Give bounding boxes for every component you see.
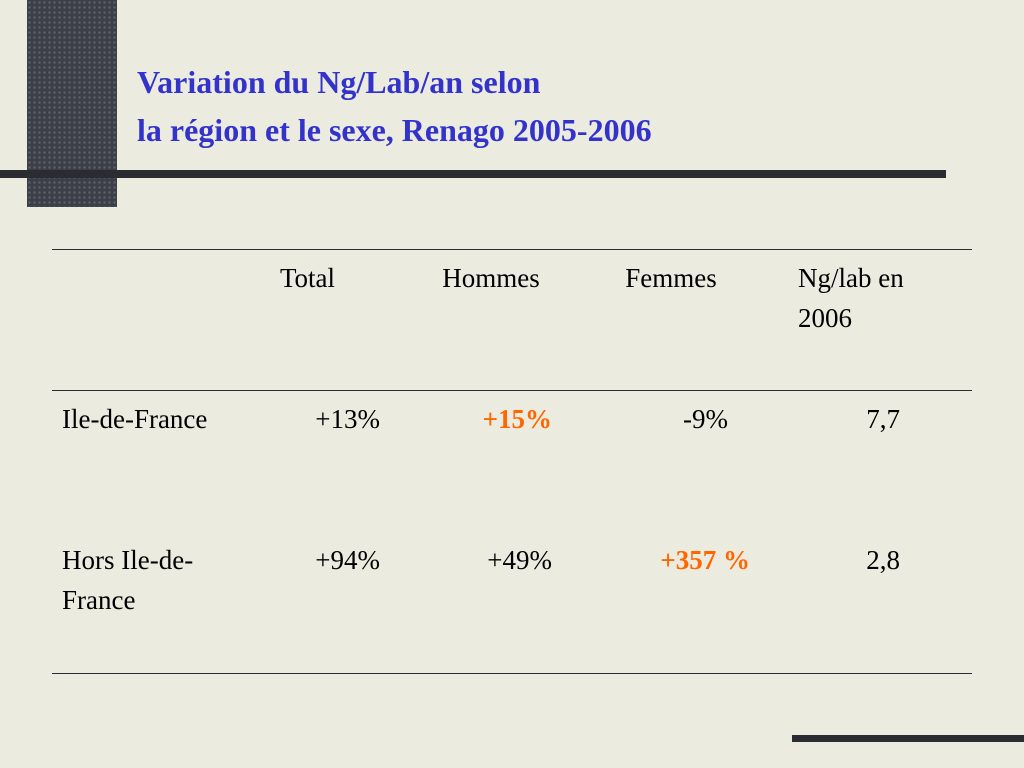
row-label: Hors Ile-de-France: [62, 545, 194, 615]
title-bar: [0, 170, 946, 178]
header-cell: Total: [279, 263, 336, 293]
title-line: la région et le sexe, Renago 2005-2006: [137, 112, 652, 148]
cell: -9%: [683, 404, 728, 434]
header-cell: Ng/lab en 2006: [798, 263, 904, 333]
header-cell: Hommes: [442, 263, 540, 293]
cell-highlight: +15%: [482, 404, 552, 434]
cell: +94%: [315, 545, 380, 575]
cell: +49%: [487, 545, 552, 575]
table-rule: [52, 673, 972, 674]
cell: +13%: [315, 404, 380, 434]
table-rule: [52, 390, 972, 391]
table-rule: [52, 249, 972, 250]
title-line: Variation du Ng/Lab/an selon: [137, 64, 541, 100]
header-cell: Femmes: [625, 263, 717, 293]
bottom-bar: [792, 735, 1024, 742]
cell-highlight: +357 %: [660, 545, 750, 575]
row-label: Ile-de-France: [62, 404, 208, 434]
cell: 2,8: [866, 545, 900, 575]
cell: 7,7: [866, 404, 900, 434]
